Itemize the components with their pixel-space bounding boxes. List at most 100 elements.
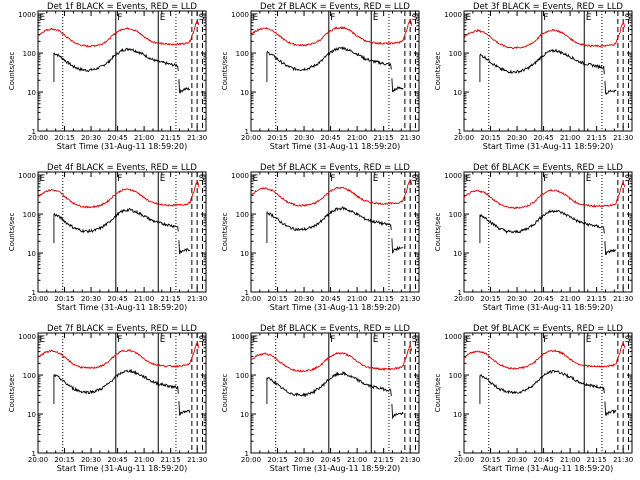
x-tick-label: 20:45 (533, 295, 553, 303)
x-axis-label: Start Time (31-Aug-11 18:59:20) (270, 142, 401, 151)
marker-label: E (160, 174, 166, 184)
y-tick-label: 10 (453, 411, 462, 419)
x-tick-label: 20:30 (81, 295, 101, 303)
y-tick-label: 10 (240, 411, 249, 419)
x-axis-label: Start Time (31-Aug-11 18:59:20) (270, 464, 401, 473)
series-lld (37, 342, 200, 370)
y-tick-label: 10 (453, 250, 462, 258)
x-tick-label: 20:30 (81, 456, 101, 464)
x-tick-label: 20:15 (267, 295, 287, 303)
x-tick-label: 21:30 (187, 134, 207, 142)
marker-label: F (117, 174, 122, 184)
marker-label: E (466, 174, 472, 184)
series-events (53, 47, 191, 94)
x-tick-label: 21:00 (560, 295, 580, 303)
y-tick-label: 1 (245, 450, 249, 458)
marker-label: F (117, 13, 122, 23)
y-tick-label: 100 (236, 372, 249, 380)
y-tick-label: 100 (449, 50, 462, 58)
panel-8: Det 8f BLACK = Events, RED = LLD 1 10 100 10… (221, 324, 420, 473)
series-lld (463, 340, 626, 370)
y-tick-label: 1 (245, 289, 249, 297)
x-tick-label: 21:30 (187, 295, 207, 303)
x-tick-label: 21:00 (560, 456, 580, 464)
marker-label: S (412, 13, 418, 23)
y-axis-label: Counts/sec (434, 52, 442, 91)
x-tick-label: 21:00 (560, 134, 580, 142)
y-tick-label: 10 (27, 89, 36, 97)
x-tick-label: 20:30 (294, 134, 314, 142)
x-tick-label: 21:15 (587, 134, 607, 142)
marker-label: E (253, 13, 259, 23)
y-tick-label: 100 (23, 372, 36, 380)
marker-label: F (543, 13, 548, 23)
x-tick-label: 21:30 (613, 456, 633, 464)
panel-2: Det 2f BLACK = Events, RED = LLD 1 10 100 10… (221, 2, 420, 151)
panel-title: Det 2f BLACK = Events, RED = LLD (260, 2, 410, 12)
series-events (53, 207, 191, 255)
marker-label: F (117, 335, 122, 345)
panel-title: Det 8f BLACK = Events, RED = LLD (260, 324, 410, 334)
series-events (479, 209, 617, 256)
series-lld (250, 18, 413, 47)
series-lld (38, 18, 200, 48)
x-tick-label: 20:15 (480, 134, 500, 142)
x-tick-label: 20:45 (107, 295, 127, 303)
y-tick-label: 1000 (18, 333, 36, 341)
panel-title: Det 3f BLACK = Events, RED = LLD (473, 2, 623, 12)
x-tick-label: 20:00 (454, 134, 474, 142)
marker-label: E (40, 174, 46, 184)
y-tick-label: 100 (449, 372, 462, 380)
x-tick-label: 20:30 (294, 295, 314, 303)
panel-title: Det 9f BLACK = Events, RED = LLD (473, 324, 623, 334)
series-events (53, 368, 191, 416)
x-tick-label: 20:30 (507, 456, 527, 464)
marker-label: E (586, 13, 592, 23)
x-tick-label: 21:15 (374, 456, 394, 464)
x-tick-label: 20:00 (454, 295, 474, 303)
y-axis-label: Counts/sec (221, 374, 229, 413)
x-tick-label: 21:30 (613, 295, 633, 303)
x-tick-label: 20:15 (54, 295, 74, 303)
x-tick-label: 20:00 (241, 456, 261, 464)
series-events (266, 370, 404, 420)
panel-title: Det 1f BLACK = Events, RED = LLD (47, 2, 197, 12)
y-axis-label: Counts/sec (221, 52, 229, 91)
y-tick-label: 1 (32, 128, 36, 136)
x-tick-label: 20:15 (480, 456, 500, 464)
y-tick-label: 1000 (18, 11, 36, 19)
x-tick-label: 21:30 (400, 295, 420, 303)
x-tick-label: 20:30 (507, 295, 527, 303)
panel-title: Det 4f BLACK = Events, RED = LLD (47, 163, 197, 173)
x-tick-label: 20:00 (28, 295, 48, 303)
x-tick-label: 21:15 (587, 295, 607, 303)
y-tick-label: 1000 (231, 11, 249, 19)
x-tick-label: 21:30 (187, 456, 207, 464)
marker-label: E (253, 174, 259, 184)
panel-9: Det 9f BLACK = Events, RED = LLD 1 10 100 10… (434, 324, 633, 473)
x-tick-label: 20:00 (454, 456, 474, 464)
x-tick-label: 20:00 (241, 295, 261, 303)
x-tick-label: 21:00 (347, 456, 367, 464)
y-tick-label: 1000 (444, 11, 462, 19)
series-events (266, 206, 404, 254)
marker-label: E (373, 174, 379, 184)
x-tick-label: 21:15 (374, 134, 394, 142)
marker-label: S (412, 174, 418, 184)
panel-title: Det 7f BLACK = Events, RED = LLD (47, 324, 197, 334)
y-tick-label: 1000 (231, 172, 249, 180)
series-events (479, 369, 617, 416)
x-tick-label: 21:00 (134, 456, 154, 464)
y-tick-label: 1 (32, 289, 36, 297)
x-tick-label: 20:45 (107, 134, 127, 142)
y-tick-label: 1000 (231, 333, 249, 341)
x-tick-label: 21:00 (347, 295, 367, 303)
x-tick-label: 20:45 (320, 456, 340, 464)
x-axis-label: Start Time (31-Aug-11 18:59:20) (270, 303, 401, 312)
marker-label: E (160, 13, 166, 23)
marker-label: S (625, 335, 631, 345)
y-tick-label: 10 (27, 411, 36, 419)
marker-label: E (40, 335, 46, 345)
marker-label: F (330, 13, 335, 23)
y-tick-label: 100 (23, 211, 36, 219)
